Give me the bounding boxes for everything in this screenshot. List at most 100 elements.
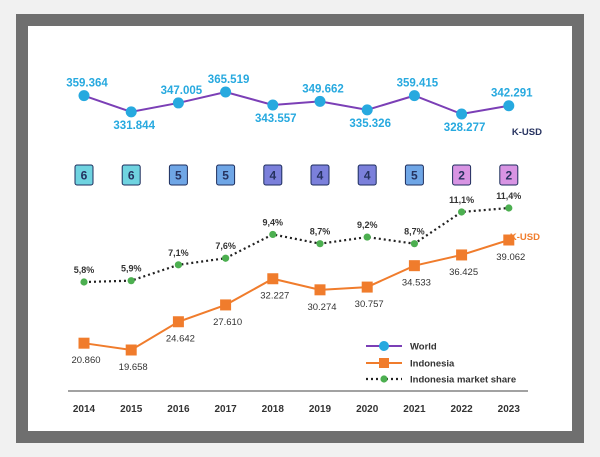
world-value-label-2023: 342.291: [491, 88, 533, 100]
share-value-label-2015: 5,9%: [121, 264, 142, 274]
indonesia-point-2018: [267, 273, 279, 285]
indonesia-series-line: [83, 239, 510, 352]
legend-indonesia-marker: [379, 358, 389, 368]
world-series-line: [83, 90, 509, 116]
indonesia-point-2021: [408, 260, 420, 272]
world-point-2018: [267, 99, 279, 111]
world-value-label-2018: 343.557: [255, 113, 297, 125]
share-point-2014: [80, 278, 88, 286]
share-point-2020: [363, 233, 371, 241]
world-point-2015: [125, 106, 137, 118]
x-tick-label-2020: 2020: [356, 404, 379, 415]
share-point-2022: [458, 208, 466, 216]
share-point-2017: [222, 254, 230, 262]
rank-badge-2021: [404, 164, 424, 186]
rank-badge-2020: [357, 164, 377, 186]
indonesia-point-2015: [125, 344, 137, 356]
world-point-2014: [78, 90, 90, 102]
indonesia-value-label-2023: 39.062: [496, 252, 525, 263]
world-point-2016: [172, 97, 184, 109]
legend-share-label: Indonesia market share: [410, 375, 516, 386]
indonesia-point-2020: [361, 281, 373, 293]
world-unit-label: K-USD: [512, 127, 542, 138]
rank-badge-2018: [263, 164, 283, 186]
share-point-2023: [505, 204, 513, 212]
indonesia-value-label-2016: 24.642: [166, 334, 195, 345]
x-tick-label-2022: 2022: [450, 404, 473, 415]
rank-badge-2023: [499, 164, 519, 186]
world-point-2022: [456, 108, 468, 120]
legend-world-marker: [379, 341, 389, 351]
indonesia-point-2023: [503, 234, 515, 246]
share-value-label-2014: 5,8%: [74, 265, 95, 275]
rank-value-2017: 5: [222, 169, 229, 183]
indonesia-point-2017: [220, 299, 232, 311]
rank-value-2019: 4: [317, 169, 324, 183]
x-tick-label-2017: 2017: [214, 404, 237, 415]
world-value-label-2017: 365.519: [208, 74, 250, 86]
indonesia-value-label-2022: 36.425: [449, 267, 478, 278]
rank-badge-2014: [74, 164, 94, 186]
share-series-line: [83, 206, 509, 284]
share-value-label-2018: 9,4%: [263, 217, 284, 227]
world-point-2021: [408, 90, 420, 102]
world-value-label-2014: 359.364: [66, 78, 108, 90]
share-value-label-2017: 7,6%: [215, 241, 236, 251]
rank-badge-2016: [168, 164, 188, 186]
legend-indonesia-label: Indonesia: [410, 359, 455, 370]
rank-badge-2017: [216, 164, 236, 186]
share-point-2015: [127, 277, 135, 285]
rank-value-2022: 2: [458, 169, 465, 183]
indonesia-value-label-2017: 27.610: [213, 317, 242, 328]
world-point-2019: [314, 95, 326, 107]
x-tick-label-2023: 2023: [498, 404, 521, 415]
share-value-label-2020: 9,2%: [357, 220, 378, 230]
indonesia-point-2022: [456, 249, 468, 261]
indonesia-value-label-2018: 32.227: [260, 291, 289, 302]
rank-badge-2019: [310, 164, 330, 186]
indonesia-point-2019: [314, 284, 326, 296]
x-tick-label-2015: 2015: [120, 404, 143, 415]
rank-value-2015: 6: [128, 169, 135, 183]
x-tick-label-2018: 2018: [262, 404, 285, 415]
share-value-label-2021: 8,7%: [404, 227, 425, 237]
world-value-label-2021: 359.415: [397, 78, 439, 90]
world-value-label-2015: 331.844: [113, 120, 155, 132]
world-value-label-2022: 328.277: [444, 122, 486, 134]
rank-value-2020: 4: [364, 169, 371, 183]
x-tick-label-2021: 2021: [403, 404, 426, 415]
share-value-label-2023: 11,4%: [496, 191, 521, 201]
rank-value-2023: 2: [505, 169, 512, 183]
rank-value-2014: 6: [81, 169, 88, 183]
indonesia-value-label-2015: 19.658: [119, 362, 148, 373]
indonesia-value-label-2019: 30.274: [307, 302, 336, 313]
chart-panel: K-USD K-USD 359.364 331.844 347.005 365.519…: [28, 26, 572, 431]
rank-value-2016: 5: [175, 169, 182, 183]
world-point-2020: [361, 104, 373, 116]
world-point-2017: [220, 86, 232, 98]
world-value-label-2016: 347.005: [161, 85, 203, 97]
share-point-2021: [410, 240, 418, 248]
indonesia-point-2014: [78, 337, 90, 349]
indonesia-value-label-2014: 20.860: [71, 355, 100, 366]
line-chart: K-USD K-USD 359.364 331.844 347.005 365.519…: [66, 74, 542, 415]
rank-value-2018: 4: [269, 169, 276, 183]
indonesia-value-label-2020: 30.757: [355, 299, 384, 310]
x-tick-label-2019: 2019: [309, 404, 332, 415]
rank-badge-2022: [452, 164, 472, 186]
indonesia-value-label-2021: 34.533: [402, 278, 431, 289]
legend-share-marker: [380, 375, 388, 383]
share-value-label-2022: 11,1%: [449, 195, 474, 205]
indonesia-unit-label: K-USD: [510, 232, 540, 243]
rank-value-2021: 5: [411, 169, 418, 183]
chart-frame: K-USD K-USD 359.364 331.844 347.005 365.519…: [16, 14, 584, 443]
world-point-2023: [503, 100, 515, 112]
x-tick-label-2014: 2014: [73, 404, 96, 415]
indonesia-point-2016: [172, 316, 184, 328]
world-value-label-2020: 335.326: [349, 118, 391, 130]
share-value-label-2016: 7,1%: [168, 248, 189, 258]
share-point-2019: [316, 240, 324, 248]
legend-world-label: World: [410, 342, 437, 353]
world-value-label-2019: 349.662: [302, 83, 344, 95]
share-point-2016: [174, 261, 182, 269]
